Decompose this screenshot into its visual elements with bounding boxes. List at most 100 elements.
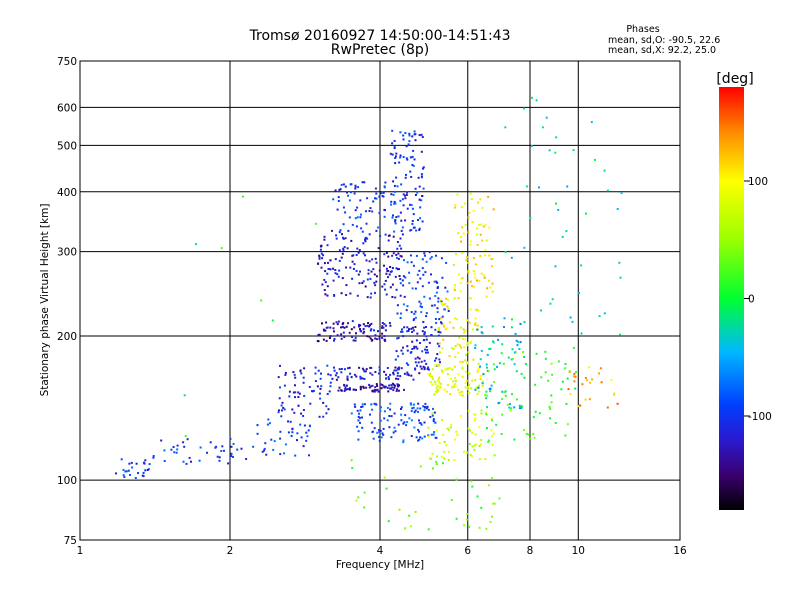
data-point	[305, 431, 308, 434]
data-point	[361, 181, 364, 184]
data-point	[336, 208, 339, 211]
data-points	[115, 96, 623, 531]
data-point	[357, 415, 360, 418]
data-point	[323, 262, 326, 265]
data-point	[379, 429, 382, 432]
data-point	[439, 361, 441, 364]
data-point	[410, 311, 413, 314]
data-point	[284, 373, 287, 376]
data-point	[387, 255, 390, 258]
data-point	[495, 423, 498, 426]
data-point	[337, 196, 340, 199]
data-point	[195, 243, 197, 246]
data-point	[320, 266, 323, 269]
data-point	[476, 279, 478, 282]
data-point	[429, 415, 432, 418]
data-point	[436, 311, 439, 314]
data-point	[441, 276, 444, 279]
data-point	[538, 412, 541, 415]
data-point	[397, 257, 400, 260]
data-point	[302, 376, 305, 379]
data-point	[129, 474, 131, 476]
data-point	[419, 277, 422, 280]
data-point	[473, 448, 476, 451]
data-point	[411, 135, 414, 138]
data-point	[459, 344, 461, 347]
data-point	[397, 423, 400, 426]
data-point	[373, 389, 376, 392]
data-point	[460, 206, 463, 208]
data-point	[471, 485, 474, 488]
data-point	[283, 408, 286, 411]
data-point	[366, 197, 369, 200]
data-point	[453, 384, 456, 387]
data-point	[478, 280, 481, 282]
data-point	[375, 261, 378, 264]
data-point	[491, 325, 494, 328]
data-point	[551, 298, 554, 301]
data-point	[557, 209, 560, 211]
data-point	[399, 237, 402, 240]
data-point	[350, 376, 353, 379]
data-point	[535, 352, 538, 355]
data-point	[449, 377, 452, 380]
data-point	[520, 406, 523, 409]
data-point	[419, 206, 422, 209]
data-point	[329, 268, 332, 271]
data-point	[584, 376, 587, 379]
data-point	[492, 208, 495, 211]
data-point	[342, 183, 345, 186]
data-point	[260, 299, 263, 302]
data-point	[398, 268, 400, 271]
data-point	[564, 367, 567, 370]
data-point	[401, 198, 404, 201]
data-point	[419, 436, 422, 439]
data-point	[344, 185, 347, 188]
data-point	[297, 391, 300, 394]
data-point	[283, 452, 286, 455]
data-point	[429, 372, 432, 375]
data-point	[368, 335, 371, 338]
data-point	[399, 282, 402, 285]
data-point	[486, 287, 489, 290]
data-point	[293, 373, 296, 376]
data-point	[361, 403, 364, 406]
data-point	[523, 321, 526, 323]
data-point	[551, 373, 554, 376]
data-point	[401, 279, 404, 282]
data-point	[413, 130, 416, 133]
data-point	[477, 309, 480, 312]
data-point	[396, 247, 399, 250]
data-point	[398, 244, 401, 247]
data-point	[401, 226, 404, 229]
data-point	[395, 176, 398, 179]
data-point	[318, 333, 321, 336]
data-point	[554, 422, 557, 424]
data-point	[303, 424, 306, 427]
colorbar-label: [deg]	[716, 71, 753, 87]
data-point	[396, 372, 399, 375]
data-point	[378, 429, 381, 431]
data-point	[425, 362, 428, 365]
data-point	[334, 269, 337, 271]
data-point	[419, 305, 422, 308]
colorbar-tick-label: 100	[748, 176, 768, 188]
data-point	[475, 387, 478, 389]
data-point	[481, 382, 484, 385]
data-point	[447, 367, 450, 370]
data-point	[341, 326, 344, 328]
data-point	[416, 347, 419, 350]
data-point	[374, 337, 377, 340]
data-point	[400, 330, 403, 333]
data-point	[329, 335, 332, 338]
data-point	[403, 295, 406, 298]
data-point	[406, 207, 409, 210]
data-point	[349, 266, 352, 269]
data-point	[323, 278, 326, 281]
chart-title: Tromsø 20160927 14:50:00-14:51:43	[249, 28, 511, 44]
data-point	[416, 281, 419, 284]
data-point	[391, 153, 394, 156]
data-point	[329, 259, 332, 262]
data-point	[474, 388, 477, 391]
data-point	[422, 187, 425, 190]
